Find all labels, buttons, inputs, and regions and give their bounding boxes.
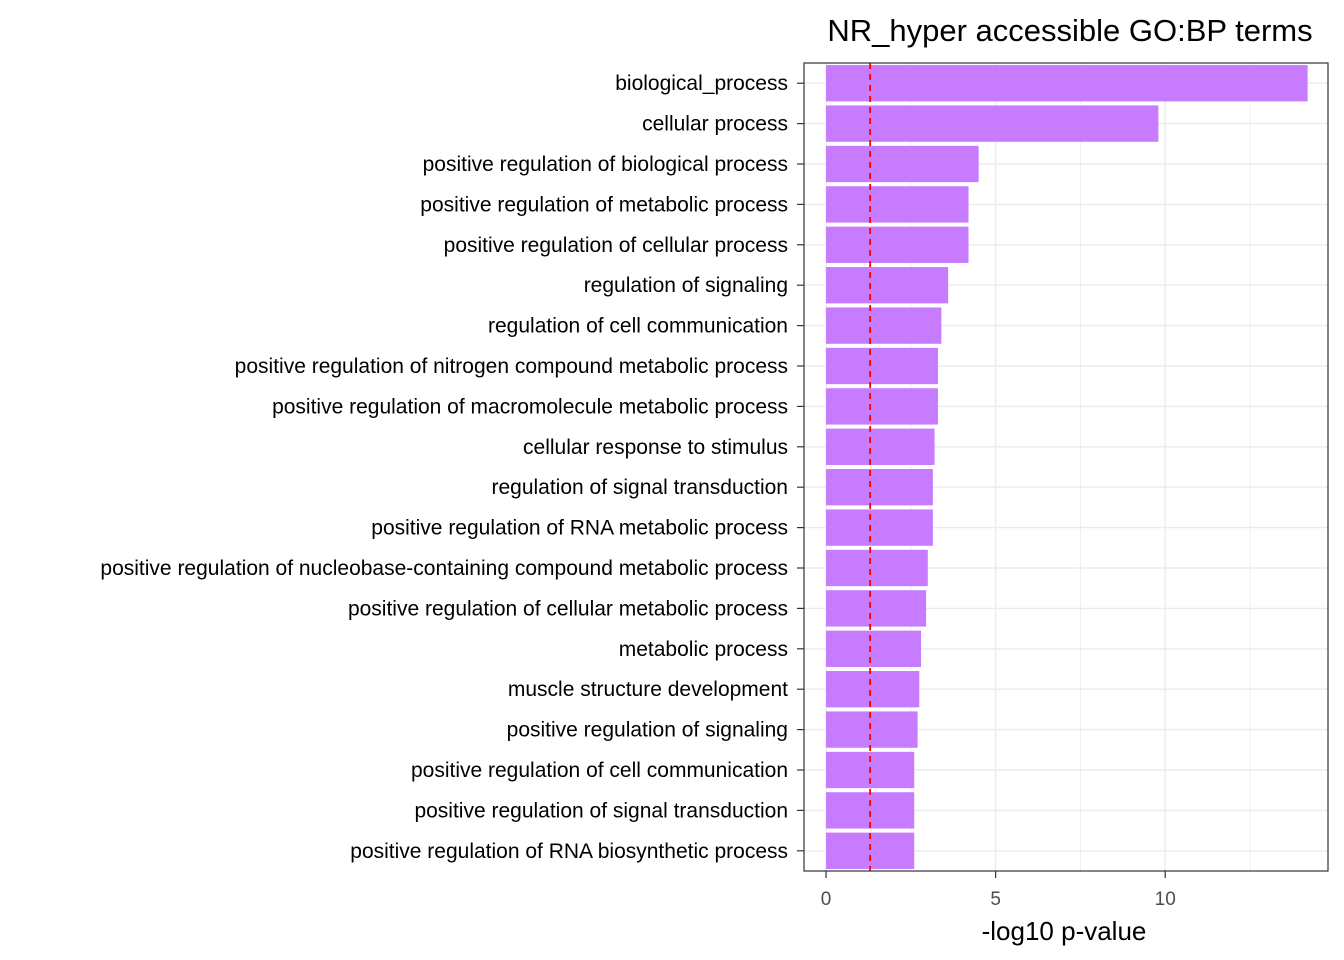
category-label: muscle structure development xyxy=(508,678,788,701)
category-label: cellular response to stimulus xyxy=(523,436,788,459)
grid xyxy=(804,63,1328,871)
x-axis-title: -log10 p-value xyxy=(982,916,1147,946)
category-label: metabolic process xyxy=(619,638,788,661)
category-label: cellular process xyxy=(642,113,788,136)
bar xyxy=(826,509,933,546)
category-label: positive regulation of RNA biosynthetic … xyxy=(350,840,788,863)
category-label: positive regulation of cellular metaboli… xyxy=(348,597,788,620)
bar xyxy=(826,711,918,748)
category-label: positive regulation of cell communicatio… xyxy=(411,759,788,782)
bar xyxy=(826,347,938,385)
category-label: positive regulation of signaling xyxy=(507,719,788,742)
category-label: regulation of cell communication xyxy=(488,315,788,338)
category-label: positive regulation of nucleobase-contai… xyxy=(100,557,788,580)
category-label: positive regulation of nitrogen compound… xyxy=(235,355,788,378)
bar xyxy=(826,549,928,587)
x-tick-label: 10 xyxy=(1155,889,1176,910)
category-label: biological_process xyxy=(615,72,788,95)
category-label: positive regulation of macromolecule met… xyxy=(272,395,788,418)
bar xyxy=(826,65,1308,102)
bar xyxy=(826,307,942,344)
category-label: positive regulation of cellular process xyxy=(444,234,788,257)
bar xyxy=(826,469,933,506)
bar xyxy=(826,630,922,667)
x-tick-label: 0 xyxy=(821,889,832,910)
category-label: positive regulation of RNA metabolic pro… xyxy=(371,517,788,540)
category-label: regulation of signaling xyxy=(584,274,788,297)
bar xyxy=(826,226,969,263)
bar xyxy=(826,186,969,223)
bar xyxy=(826,428,935,465)
bar xyxy=(826,590,927,627)
bar xyxy=(826,388,938,425)
category-label: positive regulation of signal transducti… xyxy=(414,799,788,822)
bar xyxy=(826,267,949,304)
x-tick-label: 5 xyxy=(990,889,1001,910)
category-label: regulation of signal transduction xyxy=(491,476,788,499)
panel-border xyxy=(803,62,1329,872)
bar xyxy=(826,105,1159,142)
chart-title: NR_hyper accessible GO:BP terms xyxy=(827,13,1312,48)
category-label: positive regulation of biological proces… xyxy=(423,153,788,176)
category-labels: biological_process cellular process positi… xyxy=(100,72,804,863)
bar xyxy=(826,671,920,708)
bar xyxy=(826,145,979,183)
x-axis-ticks: 0 5 10 xyxy=(821,871,1176,910)
bars xyxy=(826,65,1308,869)
category-label: positive regulation of metabolic process xyxy=(420,193,788,216)
